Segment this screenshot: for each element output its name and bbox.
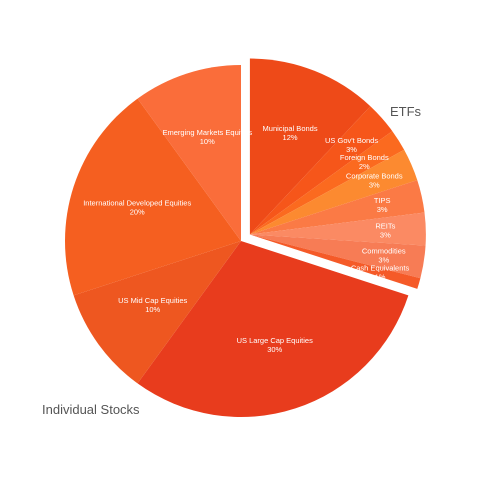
slice-emerging-markets-equities [137, 65, 241, 241]
slice-tips [249, 180, 425, 235]
slice-label-cash-equivalents: Cash Equivalents [351, 263, 410, 272]
slice-label-emerging-markets-equities: Emerging Markets Equities [162, 128, 252, 137]
slice-pct-us-large-cap-equities: 30% [267, 345, 282, 354]
slice-foreign-bonds [249, 131, 405, 235]
slice-label-foreign-bonds: Foreign Bonds [340, 153, 389, 162]
group-label-individual-stocks: Individual Stocks [42, 402, 140, 417]
slice-label-us-large-cap-equities: US Large Cap Equities [237, 336, 314, 345]
slice-label-international-developed-equities: International Developed Equities [83, 198, 191, 207]
slice-commodities [249, 234, 426, 279]
slice-us-gov-t-bonds [249, 106, 393, 235]
slice-pct-us-mid-cap-equities: 10% [145, 305, 160, 314]
slice-label-us-gov-t-bonds: US Gov't Bonds [325, 136, 378, 145]
slice-us-mid-cap-equities [73, 241, 242, 384]
group-label-etfs: ETFs [390, 104, 422, 119]
slice-label-us-mid-cap-equities: US Mid Cap Equities [118, 296, 187, 305]
slice-municipal-bonds [249, 58, 371, 235]
slice-pct-tips: 3% [377, 205, 388, 214]
slice-pct-reits: 3% [380, 230, 391, 239]
slice-label-tips: TIPS [374, 196, 391, 205]
slice-label-corporate-bonds: Corporate Bonds [346, 172, 403, 181]
slice-pct-us-gov-t-bonds: 3% [346, 145, 357, 154]
slice-pct-international-developed-equities: 20% [130, 207, 145, 216]
pie-slices [65, 58, 426, 418]
slice-label-reits: REITs [375, 221, 395, 230]
slice-pct-emerging-markets-equities: 10% [200, 137, 215, 146]
slice-pct-municipal-bonds: 12% [283, 133, 298, 142]
slice-corporate-bonds [249, 149, 418, 235]
slice-us-large-cap-equities [137, 241, 409, 418]
slice-pct-corporate-bonds: 3% [369, 181, 380, 190]
slice-reits [249, 212, 426, 246]
slice-pct-cash-equivalents: 1% [375, 272, 386, 281]
slice-international-developed-equities [65, 98, 242, 296]
slice-cash-equivalents [249, 234, 421, 289]
slice-pct-foreign-bonds: 2% [359, 162, 370, 171]
slice-label-commodities: Commodities [362, 247, 406, 256]
slice-pct-commodities: 3% [378, 256, 389, 265]
slice-label-municipal-bonds: Municipal Bonds [263, 124, 318, 133]
